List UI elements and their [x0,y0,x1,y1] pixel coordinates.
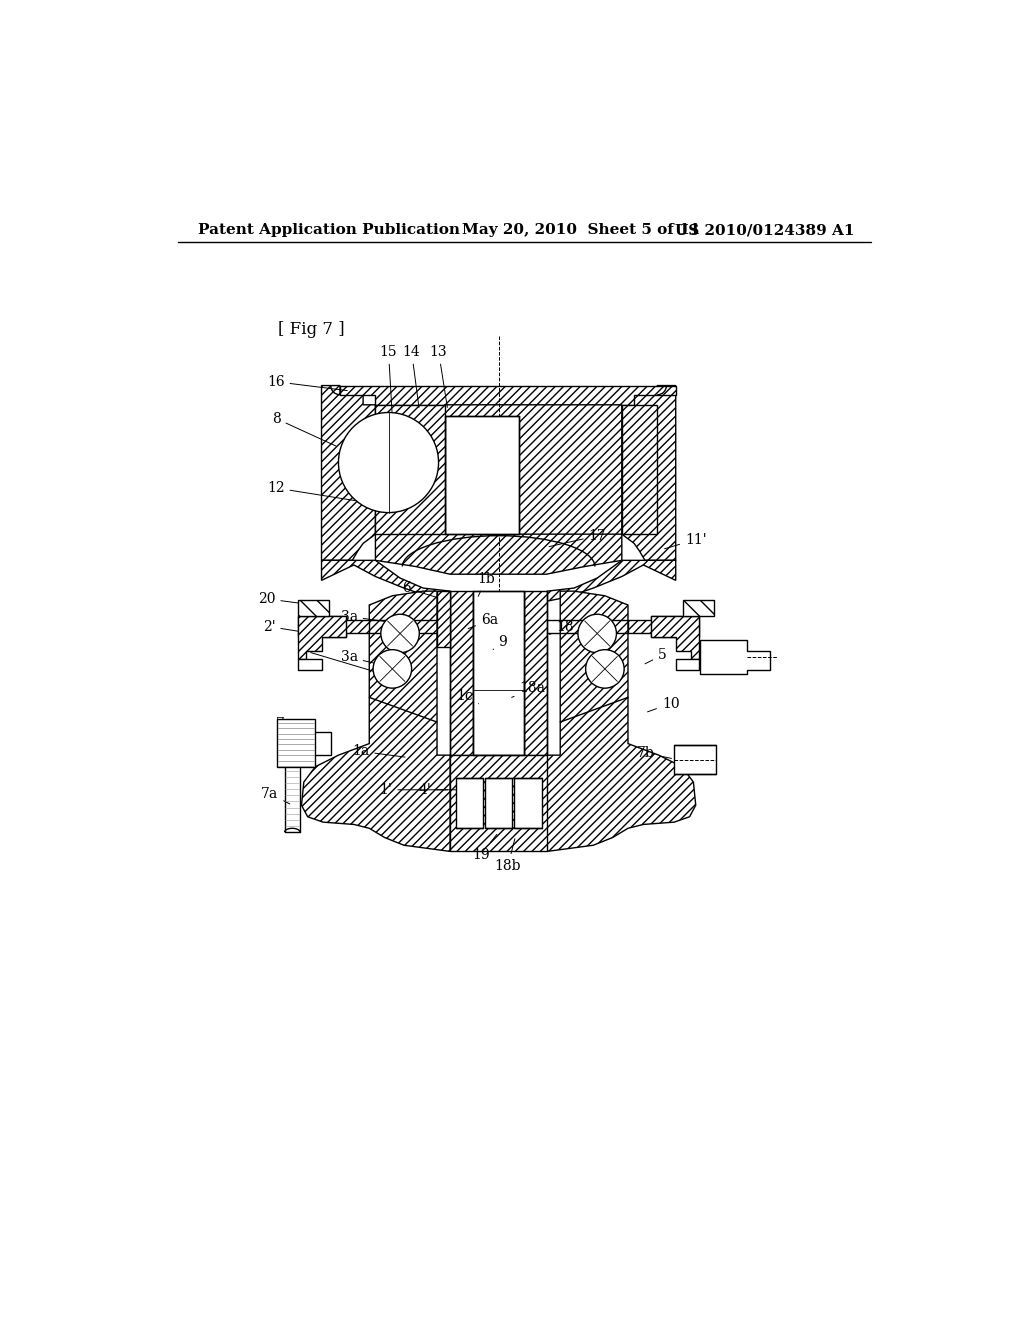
Polygon shape [628,615,698,638]
Circle shape [373,649,412,688]
Text: 17: 17 [549,529,606,546]
Polygon shape [370,591,437,722]
Polygon shape [451,591,473,755]
Text: 7a: 7a [261,787,290,804]
Polygon shape [547,697,695,851]
Polygon shape [444,405,622,558]
Polygon shape [547,560,676,601]
Text: 6a: 6a [468,614,498,628]
Polygon shape [376,535,622,574]
Bar [676,659,698,671]
Text: 1': 1' [380,783,447,797]
Text: [ Fig 7 ]: [ Fig 7 ] [279,321,345,338]
Text: 18a: 18a [512,681,546,697]
Polygon shape [651,615,698,659]
Text: 13: 13 [430,345,447,408]
Text: 3b: 3b [705,640,749,656]
Text: May 20, 2010  Sheet 5 of 11: May 20, 2010 Sheet 5 of 11 [462,223,700,238]
Text: 2': 2' [263,619,325,635]
Circle shape [586,649,625,688]
Text: Patent Application Publication: Patent Application Publication [199,223,461,238]
Polygon shape [524,591,547,755]
Bar [514,779,542,829]
Circle shape [381,614,419,653]
Text: 3a: 3a [341,651,393,668]
Text: US 2010/0124389 A1: US 2010/0124389 A1 [675,223,854,238]
Polygon shape [322,560,451,601]
Polygon shape [674,744,716,775]
Text: 9: 9 [494,635,507,649]
Text: 18: 18 [550,619,574,635]
Polygon shape [298,615,370,638]
Text: 16: 16 [267,375,347,391]
Polygon shape [340,385,676,405]
Circle shape [339,412,438,512]
Text: 19: 19 [472,834,497,862]
Text: 6: 6 [402,581,439,598]
Text: 5: 5 [645,648,667,664]
Text: 1b: 1b [477,572,496,597]
Text: 11': 11' [665,532,707,549]
Text: 10: 10 [647,697,680,711]
Polygon shape [700,640,770,675]
Polygon shape [301,697,451,851]
Text: 4': 4' [418,783,470,797]
Polygon shape [322,385,376,560]
Text: 7b: 7b [636,746,672,760]
Text: 20: 20 [258,591,311,606]
Text: 1a: 1a [352,744,406,758]
Polygon shape [437,591,451,647]
Text: 3: 3 [297,643,376,672]
Bar [298,601,330,615]
Bar [484,779,512,829]
Polygon shape [276,719,331,767]
Text: 12: 12 [267,480,355,500]
Bar [456,779,483,829]
Polygon shape [622,405,657,535]
Text: 18b: 18b [495,838,521,873]
Polygon shape [451,755,547,851]
Text: 3a: 3a [341,610,403,624]
Polygon shape [622,385,676,560]
Circle shape [578,614,616,653]
Text: 15: 15 [380,345,397,414]
Polygon shape [376,405,444,535]
Bar [473,591,524,755]
Bar [683,601,714,615]
Polygon shape [298,615,346,659]
Polygon shape [560,591,628,722]
Text: 7: 7 [275,717,299,731]
Polygon shape [444,416,519,535]
Text: 1c: 1c [457,689,478,704]
Bar [298,659,322,671]
Text: 14: 14 [402,345,421,408]
Text: 8: 8 [272,412,336,446]
